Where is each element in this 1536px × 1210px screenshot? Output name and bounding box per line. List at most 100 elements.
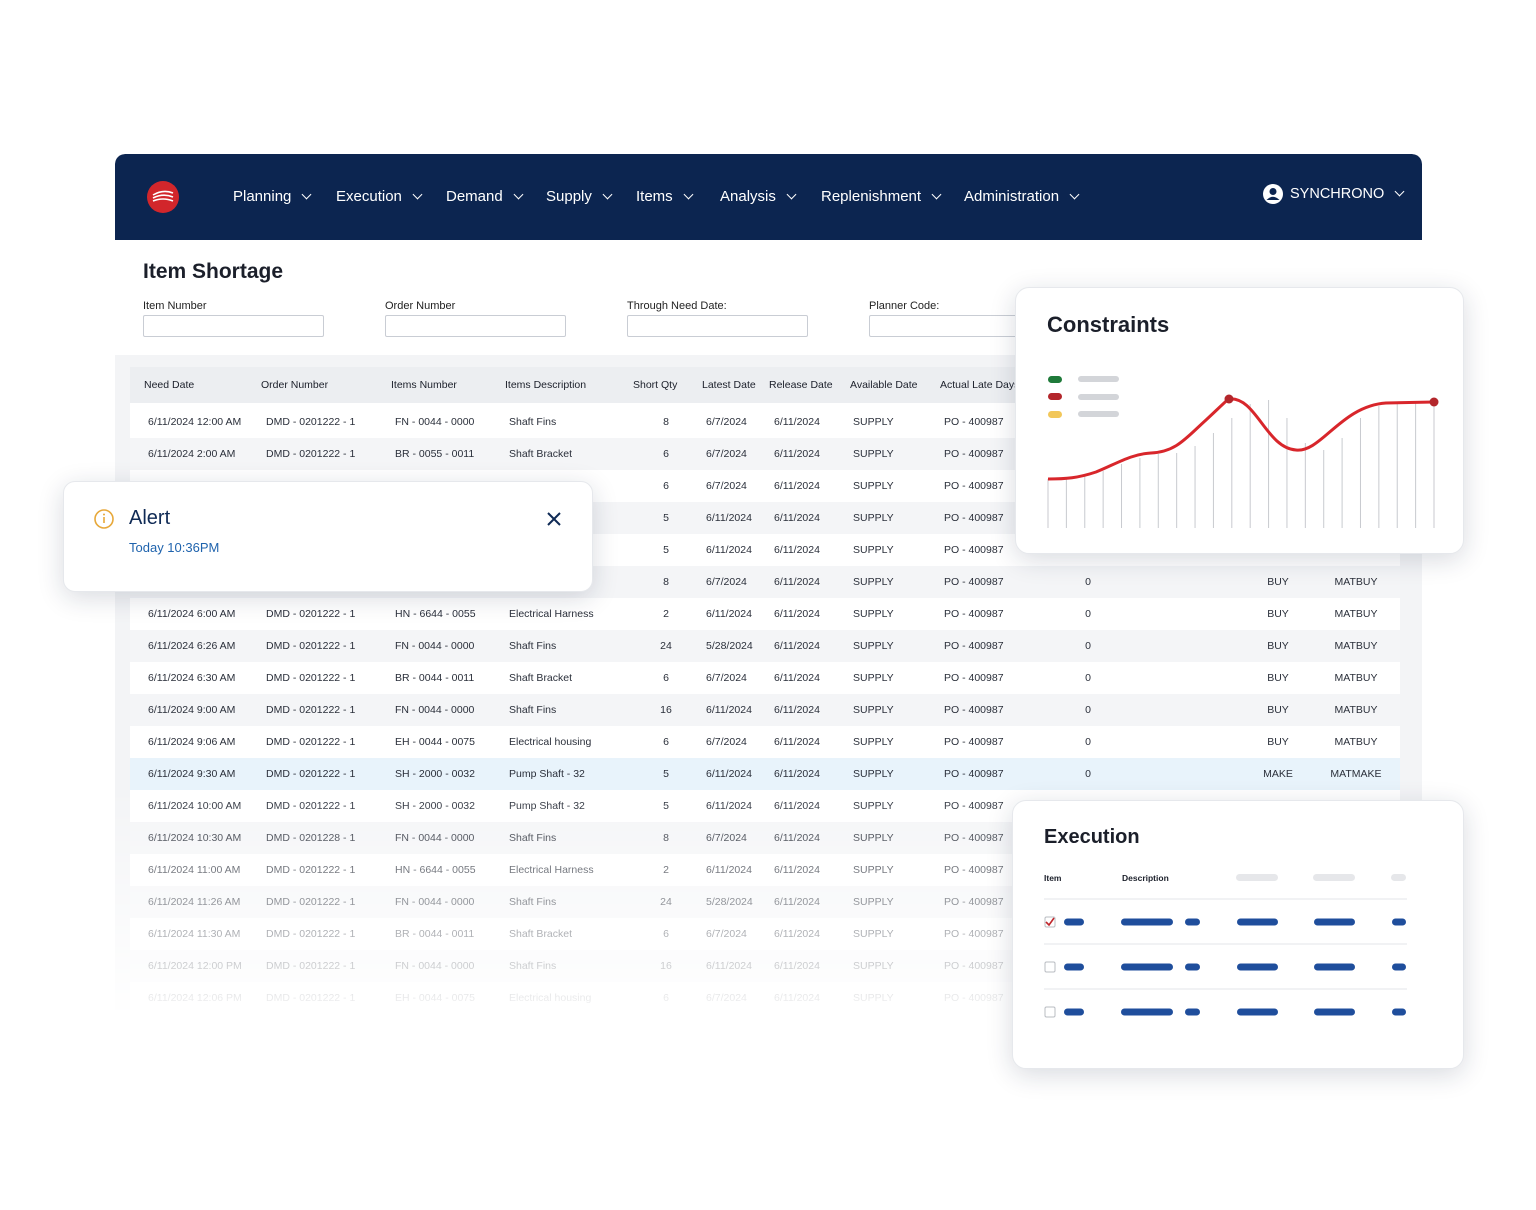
table-cell: SUPPLY bbox=[853, 928, 894, 940]
placeholder bbox=[1064, 918, 1084, 926]
table-cell: 6/7/2024 bbox=[706, 448, 747, 460]
table-cell: SUPPLY bbox=[853, 416, 894, 428]
table-row[interactable]: 6/11/2024 6:26 AM DMD - 0201222 - 1 FN - 0… bbox=[130, 630, 1400, 662]
table-cell: 6/11/2024 bbox=[774, 576, 820, 588]
nav-item[interactable]: Execution bbox=[336, 188, 421, 205]
placeholder bbox=[1064, 1008, 1084, 1016]
table-cell: 6/11/2024 bbox=[774, 704, 820, 716]
table-cell: 6/11/2024 bbox=[774, 608, 820, 620]
table-cell: DMD - 0201222 - 1 bbox=[266, 640, 356, 652]
nav-item[interactable]: Analysis bbox=[720, 188, 795, 205]
table-cell: PO - 400987 bbox=[944, 640, 1004, 652]
table-cell: MAKE bbox=[1263, 768, 1293, 780]
table-cell: BR - 0044 - 0011 bbox=[395, 928, 475, 940]
table-cell: Electrical housing bbox=[509, 992, 592, 1004]
table-cell: 6/11/2024 bbox=[774, 480, 820, 492]
table-cell: SUPPLY bbox=[853, 896, 894, 908]
table-cell: 6/11/2024 bbox=[774, 960, 820, 972]
filter-label: Order Number bbox=[385, 300, 456, 312]
table-cell: 24 bbox=[660, 896, 672, 908]
table-cell: SUPPLY bbox=[853, 768, 894, 780]
logo[interactable] bbox=[146, 181, 180, 215]
table-cell: Shaft Bracket bbox=[509, 672, 573, 684]
table-cell: Pump Shaft - 32 bbox=[509, 768, 585, 780]
table-cell: 6/11/2024 12:00 AM bbox=[148, 416, 242, 428]
table-cell: 6/11/2024 bbox=[774, 768, 820, 780]
table-cell: SUPPLY bbox=[853, 576, 894, 588]
table-cell: 2 bbox=[663, 608, 669, 620]
table-cell: PO - 400987 bbox=[944, 928, 1004, 940]
filter-input[interactable] bbox=[627, 315, 808, 337]
table-cell: HN - 6644 - 0055 bbox=[395, 608, 476, 620]
column-header: Need Date bbox=[144, 379, 195, 391]
placeholder bbox=[1121, 1008, 1173, 1016]
table-cell: DMD - 0201222 - 1 bbox=[266, 736, 356, 748]
table-cell: 5 bbox=[663, 512, 669, 524]
table-row[interactable]: 6/11/2024 6:00 AM DMD - 0201222 - 1 HN - 6… bbox=[130, 598, 1400, 630]
table-cell: 6/11/2024 12:00 PM bbox=[148, 960, 242, 972]
table-cell: Shaft Bracket bbox=[509, 928, 573, 940]
table-cell: DMD - 0201222 - 1 bbox=[266, 896, 356, 908]
table-cell: PO - 400987 bbox=[944, 608, 1004, 620]
nav-item[interactable]: Administration bbox=[964, 188, 1078, 205]
table-cell: 6 bbox=[663, 480, 669, 492]
placeholder bbox=[1044, 1006, 1056, 1018]
table-cell: MATBUY bbox=[1334, 608, 1378, 620]
nav-item[interactable]: Demand bbox=[446, 188, 522, 205]
table-cell: DMD - 0201222 - 1 bbox=[266, 864, 356, 876]
table-cell: 6/7/2024 bbox=[706, 928, 747, 940]
table-cell: EH - 0044 - 0075 bbox=[395, 736, 475, 748]
table-cell: SUPPLY bbox=[853, 672, 894, 684]
table-cell: Shaft Fins bbox=[509, 640, 557, 652]
user-menu[interactable]: SYNCHRONO bbox=[1290, 186, 1403, 202]
close-button[interactable] bbox=[546, 511, 562, 527]
table-cell: EH - 0044 - 0075 bbox=[395, 992, 475, 1004]
table-cell: PO - 400987 bbox=[944, 480, 1004, 492]
column-header: Short Qty bbox=[633, 379, 678, 391]
table-cell: Pump Shaft - 32 bbox=[509, 800, 585, 812]
table-cell: BUY bbox=[1267, 704, 1289, 716]
table-row[interactable]: 6/11/2024 6:30 AM DMD - 0201222 - 1 BR - 0… bbox=[130, 662, 1400, 694]
table-cell: 6/11/2024 12:06 PM bbox=[148, 992, 242, 1004]
table-cell: HN - 6644 - 0055 bbox=[395, 864, 476, 876]
table-row[interactable]: 6/11/2024 9:30 AM DMD - 0201222 - 1 SH - 2… bbox=[130, 758, 1400, 790]
nav-item[interactable]: Replenishment bbox=[821, 188, 940, 205]
table-cell: 6/7/2024 bbox=[706, 736, 747, 748]
table-cell: SUPPLY bbox=[853, 992, 894, 1004]
table-cell: DMD - 0201228 - 1 bbox=[266, 832, 356, 844]
nav-item[interactable]: Items bbox=[636, 188, 692, 205]
filter-input[interactable] bbox=[385, 315, 566, 337]
table-cell: PO - 400987 bbox=[944, 704, 1004, 716]
table-cell: DMD - 0201222 - 1 bbox=[266, 992, 356, 1004]
table-cell: SH - 2000 - 0032 bbox=[395, 800, 475, 812]
table-cell: 6/7/2024 bbox=[706, 480, 747, 492]
table-row[interactable]: 6/11/2024 9:06 AM DMD - 0201222 - 1 EH - 0… bbox=[130, 726, 1400, 758]
table-cell: SUPPLY bbox=[853, 608, 894, 620]
filter-label: Item Number bbox=[143, 300, 207, 312]
filter-input[interactable] bbox=[143, 315, 324, 337]
table-cell: BUY bbox=[1267, 672, 1289, 684]
table-cell: 0 bbox=[1085, 576, 1091, 588]
table-cell: Shaft Fins bbox=[509, 960, 557, 972]
nav-bar: Planning Execution Demand Supply Items Analys… bbox=[115, 154, 1422, 240]
table-row[interactable]: 6/11/2024 9:00 AM DMD - 0201222 - 1 FN - 0… bbox=[130, 694, 1400, 726]
nav-item[interactable]: Supply bbox=[546, 188, 611, 205]
alert-card: Alert Today 10:36PM bbox=[63, 481, 593, 592]
table-cell: Electrical Harness bbox=[509, 864, 594, 876]
table-cell: PO - 400987 bbox=[944, 672, 1004, 684]
table-cell: BUY bbox=[1267, 736, 1289, 748]
table-cell: 6/7/2024 bbox=[706, 992, 747, 1004]
table-cell: BR - 0055 - 0011 bbox=[395, 448, 475, 460]
table-cell: 6/11/2024 bbox=[774, 992, 820, 1004]
table-cell: PO - 400987 bbox=[944, 448, 1004, 460]
table-cell: DMD - 0201222 - 1 bbox=[266, 928, 356, 940]
user-icon[interactable] bbox=[1262, 183, 1284, 205]
table-cell: Shaft Fins bbox=[509, 704, 557, 716]
table-cell: 6/11/2024 bbox=[774, 928, 820, 940]
table-cell: PO - 400987 bbox=[944, 896, 1004, 908]
table-cell: 0 bbox=[1085, 736, 1091, 748]
nav-item[interactable]: Planning bbox=[233, 188, 310, 205]
table-cell: 5 bbox=[663, 544, 669, 556]
table-cell: 6/11/2024 2:00 AM bbox=[148, 448, 236, 460]
